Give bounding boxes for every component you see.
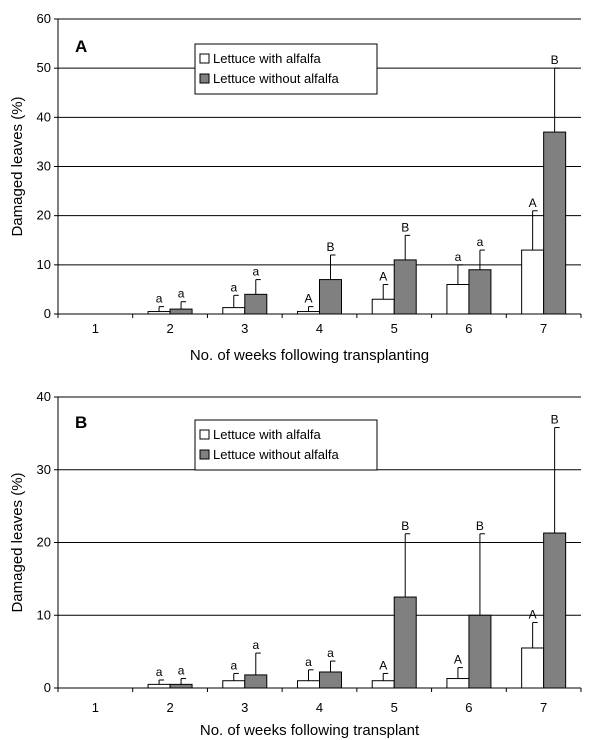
y-tick-label: 0	[44, 680, 51, 695]
y-tick-label: 20	[37, 208, 51, 223]
y-tick-label: 40	[37, 389, 51, 404]
x-axis-title: No. of weeks following transplanting	[190, 347, 429, 364]
legend-swatch	[199, 73, 210, 84]
bar-without-alfalfa	[169, 683, 193, 689]
bar-without-alfalfa	[393, 596, 417, 689]
bar-with-alfalfa	[147, 683, 171, 689]
x-tick-label: 2	[166, 700, 173, 715]
significance-letter: a	[230, 280, 237, 294]
significance-letter: a	[156, 292, 163, 306]
x-axis-title: No. of weeks following transplant	[200, 722, 420, 739]
bar-with-alfalfa	[521, 249, 545, 315]
bar-with-alfalfa	[297, 311, 320, 315]
bar-without-alfalfa	[169, 308, 193, 315]
x-tick-label: 4	[316, 700, 323, 715]
significance-letter: B	[401, 519, 409, 533]
x-tick-label: 7	[540, 700, 547, 715]
significance-letter: a	[156, 665, 163, 679]
bar-without-alfalfa	[244, 674, 268, 689]
significance-letter: a	[230, 658, 237, 672]
significance-letter: A	[454, 653, 462, 667]
bar-with-alfalfa	[521, 647, 545, 689]
legend-label: Lettuce with alfalfa	[213, 427, 321, 442]
legend-swatch	[199, 429, 210, 440]
x-tick-label: 3	[241, 700, 248, 715]
legend	[194, 43, 378, 95]
y-tick-label: 0	[44, 306, 51, 321]
y-tick-label: 60	[37, 11, 51, 26]
bar-with-alfalfa	[297, 680, 320, 689]
x-tick-label: 6	[465, 321, 472, 336]
y-tick-label: 30	[37, 462, 51, 477]
significance-letter: a	[178, 287, 185, 301]
bar-without-alfalfa	[543, 131, 567, 315]
significance-letter: a	[305, 655, 312, 669]
x-tick-label: 6	[465, 700, 472, 715]
y-tick-label: 10	[37, 257, 51, 272]
bar-with-alfalfa	[446, 678, 470, 689]
bar-without-alfalfa	[319, 671, 342, 689]
y-tick-label: 10	[37, 607, 51, 622]
bar-without-alfalfa	[468, 614, 492, 689]
chart-panel-a: 0 10 20 30 40 50 60 1 2 3 4 5 6 7 a a A Aa Aa a B Ba B A Lettuce…	[9, 11, 582, 364]
legend-label: Lettuce without alfalfa	[213, 447, 340, 462]
x-tick-label: 2	[166, 321, 173, 336]
legend	[194, 419, 378, 471]
panel-label: B	[75, 413, 87, 432]
y-axis-title: Damaged leaves (%)	[9, 96, 26, 236]
significance-letter: a	[252, 638, 259, 652]
legend-swatch	[199, 449, 210, 460]
bar-without-alfalfa	[319, 279, 342, 315]
bar-with-alfalfa	[371, 298, 395, 315]
significance-letter: B	[326, 240, 334, 254]
significance-letter: A	[529, 608, 537, 622]
significance-letter: A	[304, 292, 312, 306]
x-tick-label: 1	[92, 321, 99, 336]
y-tick-label: 30	[37, 159, 51, 174]
significance-letter: a	[178, 664, 185, 678]
bar-without-alfalfa	[393, 259, 417, 315]
y-tick-label: 50	[37, 60, 51, 75]
y-tick-label: 40	[37, 109, 51, 124]
bar-with-alfalfa	[222, 680, 246, 689]
chart-panel-b: 0 10 20 30 40 1 2 3 4 5 6 7 a a a A A Aa a a B B B B Lettuce wit…	[9, 389, 582, 739]
significance-letter: a	[327, 646, 334, 660]
significance-letter: A	[379, 658, 387, 672]
significance-letter: B	[551, 413, 559, 427]
legend-label: Lettuce with alfalfa	[213, 51, 321, 66]
panel-label: A	[75, 37, 87, 56]
y-tick-label: 20	[37, 535, 51, 550]
legend-label: Lettuce without alfalfa	[213, 71, 340, 86]
legend-swatch	[199, 53, 210, 64]
x-tick-label: 7	[540, 321, 547, 336]
significance-letter: a	[477, 235, 484, 249]
significance-letter: a	[252, 265, 259, 279]
bar-without-alfalfa	[244, 293, 268, 315]
bar-with-alfalfa	[147, 311, 171, 315]
y-axis-title: Damaged leaves (%)	[9, 472, 26, 612]
x-tick-label: 3	[241, 321, 248, 336]
bar-without-alfalfa	[543, 532, 567, 689]
x-tick-label: 5	[391, 700, 398, 715]
significance-letter: A	[379, 270, 387, 284]
bar-with-alfalfa	[371, 680, 395, 689]
significance-letter: B	[401, 220, 409, 234]
x-tick-label: 1	[92, 700, 99, 715]
significance-letter: A	[529, 196, 537, 210]
bar-with-alfalfa	[446, 284, 470, 315]
bar-without-alfalfa	[468, 269, 492, 315]
x-tick-label: 5	[391, 321, 398, 336]
significance-letter: B	[551, 53, 559, 67]
x-tick-label: 4	[316, 321, 323, 336]
bar-with-alfalfa	[222, 307, 246, 315]
significance-letter: a	[455, 250, 462, 264]
significance-letter: B	[476, 519, 484, 533]
